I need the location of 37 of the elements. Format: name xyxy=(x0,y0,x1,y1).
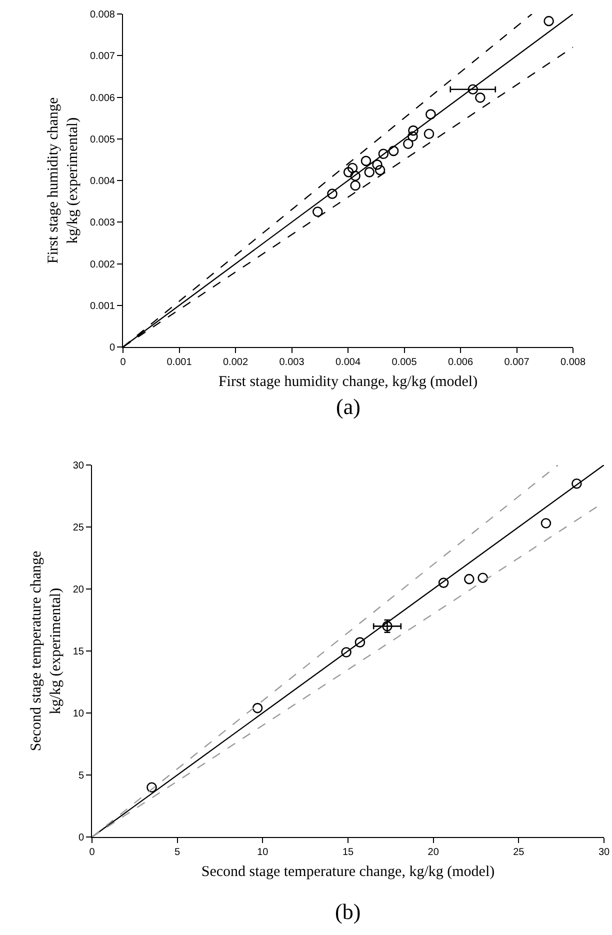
x-tick-label: 0.008 xyxy=(560,357,586,368)
x-tick-label: 5 xyxy=(174,847,181,858)
y-tick-label: 30 xyxy=(72,460,84,472)
y-tick-label: 0.003 xyxy=(90,218,116,229)
x-tick-label: 25 xyxy=(513,847,525,858)
x-tick-label: 10 xyxy=(257,847,269,858)
x-tick-label: 30 xyxy=(598,847,610,858)
y-tick-label: 0 xyxy=(78,832,84,844)
y-tick-label: 5 xyxy=(78,770,84,782)
y-tick-label: 0.008 xyxy=(90,10,116,20)
y-tick-label: 0.006 xyxy=(90,92,116,104)
y-tick-label: 0.004 xyxy=(90,176,116,187)
y-tick-label: 0.007 xyxy=(90,51,116,62)
x-tick-label: 0.001 xyxy=(166,357,192,368)
x-tick-label: 15 xyxy=(342,847,354,858)
y-tick-label: 0 xyxy=(109,342,116,354)
y-axis-title: Second stage temperature change kg/kg (experimental) xyxy=(28,550,64,752)
x-tick-label: 0.002 xyxy=(222,357,248,368)
text: (b) xyxy=(335,899,361,924)
x-tick-label: 0.005 xyxy=(392,357,418,368)
y-tick-label: 25 xyxy=(72,522,84,534)
x-tick-label: 0 xyxy=(120,357,126,368)
y-tick-label: 15 xyxy=(72,646,84,658)
y-tick-label: 0.001 xyxy=(90,300,116,312)
x-tick-label: 0.003 xyxy=(279,357,305,368)
y-axis-title: First stage humidity change kg/kg (experimental) xyxy=(46,97,82,264)
y-tick-label: 20 xyxy=(72,584,84,596)
y-tick-label: 0.005 xyxy=(90,134,116,146)
y-tick-label: 10 xyxy=(72,708,84,720)
x-axis-title: Second stage temperature change, kg/kg (model) xyxy=(201,864,495,880)
text: (a) xyxy=(336,394,360,419)
x-tick-label: 0.006 xyxy=(448,357,474,368)
x-tick-label: 0.004 xyxy=(335,357,361,368)
y-tick-label: 0.002 xyxy=(90,259,116,270)
x-axis-title: First stage humidity change, kg/kg (model) xyxy=(218,374,478,390)
x-tick-label: 20 xyxy=(428,847,440,858)
x-tick-label: 0.007 xyxy=(504,357,530,368)
